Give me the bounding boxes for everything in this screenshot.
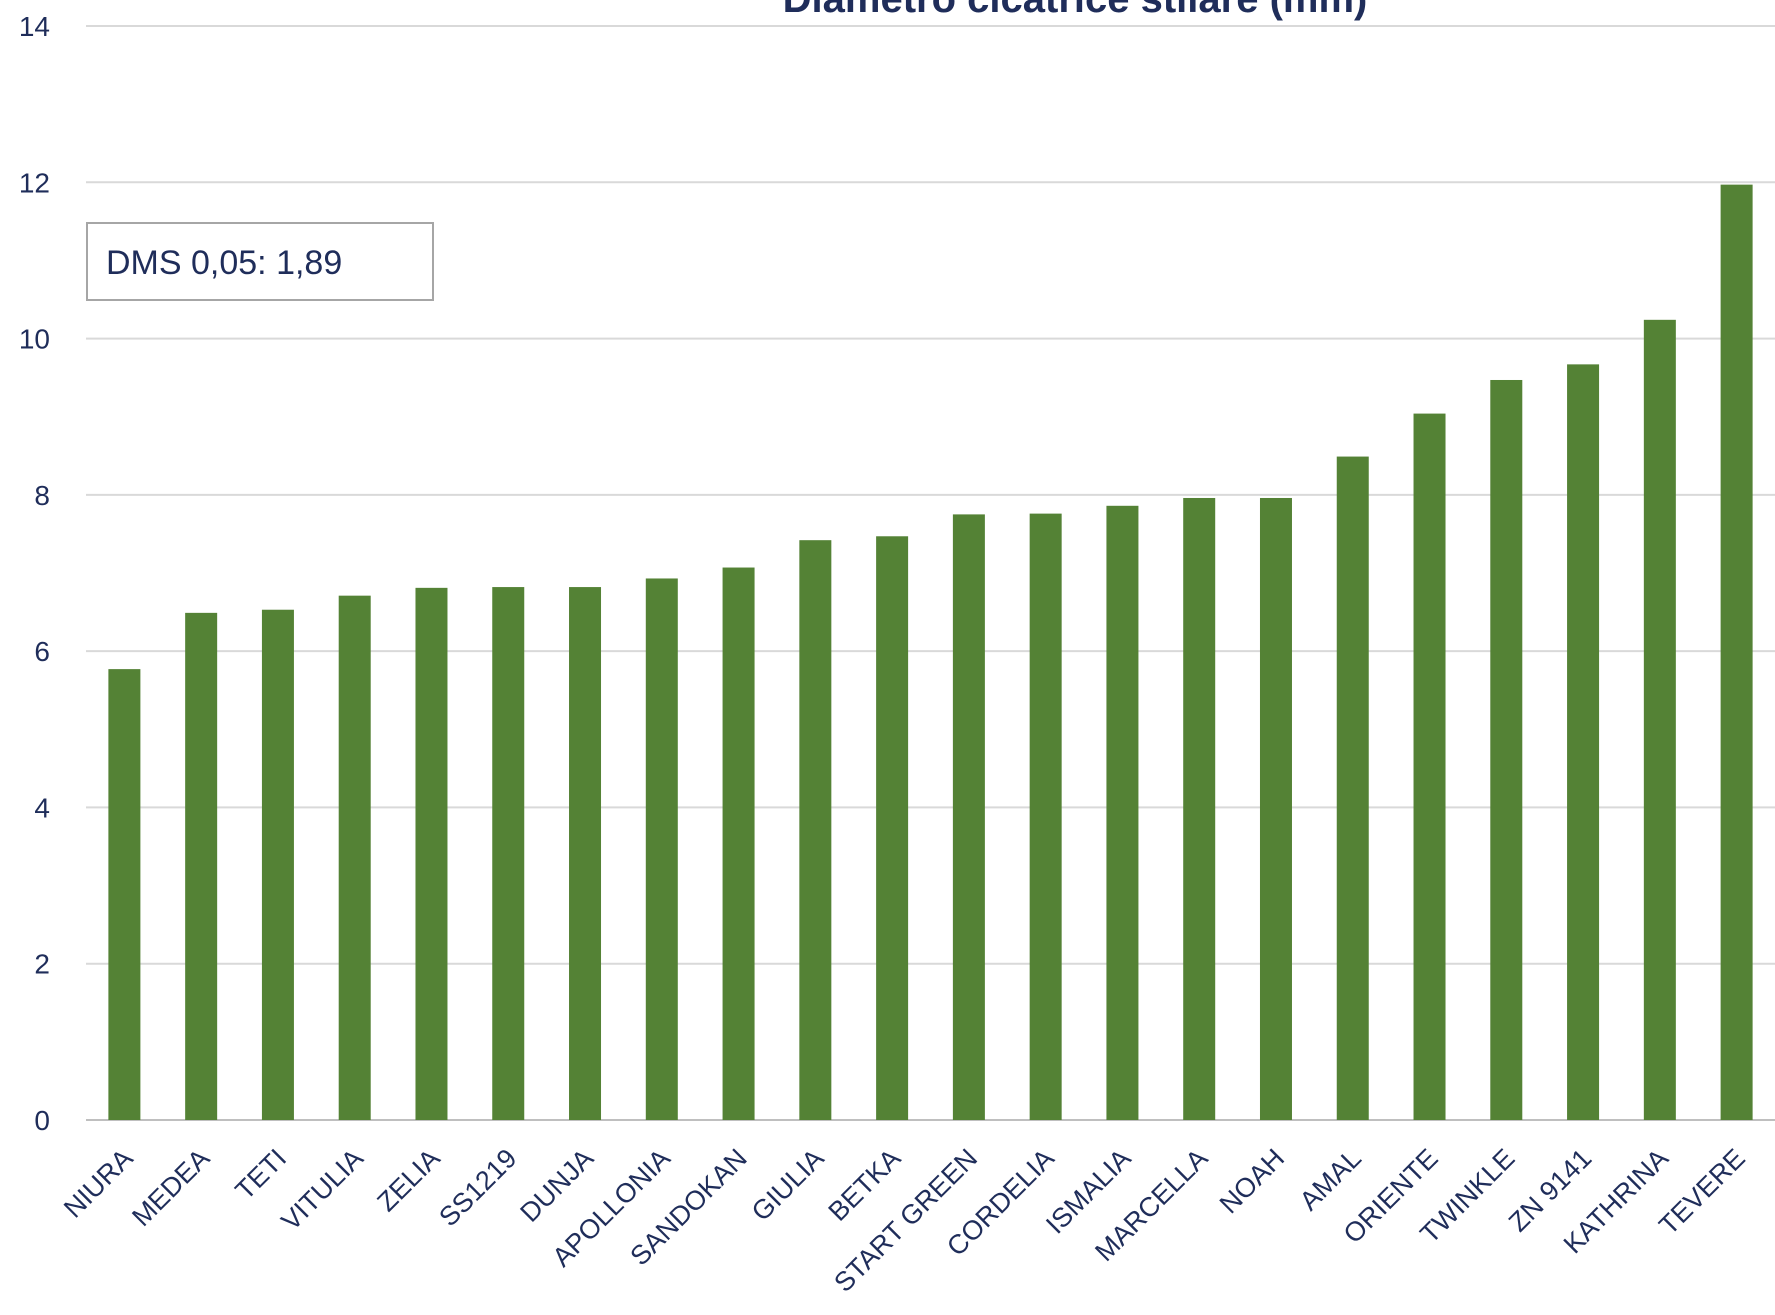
y-tick-label: 0 <box>34 1105 50 1136</box>
bar <box>876 536 909 1120</box>
bar <box>415 587 448 1120</box>
x-category-label: AMAL <box>1294 1143 1367 1216</box>
bar <box>952 514 985 1120</box>
bar <box>185 612 218 1120</box>
bar <box>1413 413 1446 1120</box>
bar <box>1106 505 1139 1121</box>
bar <box>1720 184 1753 1120</box>
bar <box>645 578 678 1120</box>
y-tick-label: 10 <box>19 324 50 355</box>
x-category-label: ZELIA <box>371 1143 445 1217</box>
x-category-label: VITULIA <box>276 1143 369 1236</box>
x-category-label: GIULIA <box>746 1143 830 1227</box>
bar <box>1490 379 1523 1120</box>
bar <box>492 587 525 1120</box>
bar <box>1336 456 1369 1120</box>
bar <box>799 540 832 1120</box>
bar <box>261 609 294 1120</box>
bar <box>1567 364 1600 1120</box>
bar <box>1183 497 1216 1120</box>
bar <box>1259 497 1292 1120</box>
x-category-label: TEVERE <box>1653 1143 1751 1241</box>
y-tick-label: 14 <box>19 11 50 42</box>
y-tick-label: 6 <box>34 636 50 667</box>
bars <box>108 184 1753 1121</box>
bar <box>1029 513 1062 1120</box>
x-category-label: TETI <box>230 1143 293 1206</box>
dms-annotation-text: DMS 0,05: 1,89 <box>106 244 342 282</box>
dms-annotation-box: DMS 0,05: 1,89 <box>86 222 434 301</box>
chart-title: Diametro cicatrice stilare (mm) <box>783 0 1368 21</box>
bar <box>569 587 602 1120</box>
bar <box>108 669 141 1120</box>
bar <box>722 567 755 1120</box>
x-category-label: SS1219 <box>433 1143 522 1232</box>
y-tick-label: 12 <box>19 167 50 198</box>
bar <box>1643 319 1676 1120</box>
y-tick-label: 2 <box>34 949 50 980</box>
x-category-label: NOAH <box>1214 1143 1290 1219</box>
y-axis-tick-labels: 0 2 4 6 8 10 12 14 <box>19 11 50 1136</box>
y-tick-label: 8 <box>34 480 50 511</box>
y-tick-label: 4 <box>34 792 50 823</box>
x-category-label: MEDEA <box>126 1143 215 1232</box>
bar <box>338 595 371 1120</box>
